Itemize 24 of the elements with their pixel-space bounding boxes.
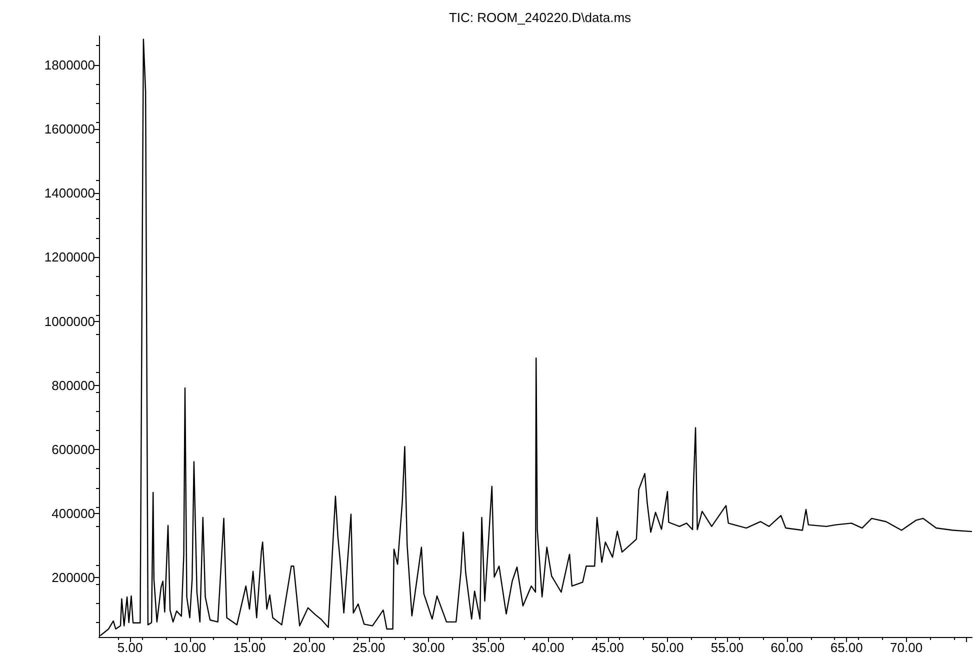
x-tick-label: 25.00	[352, 640, 386, 655]
x-tick-label: 50.00	[651, 640, 684, 655]
y-tick-label: 1000000	[44, 314, 95, 329]
x-tick-label: 30.00	[412, 640, 445, 655]
y-tick-label: 1800000	[44, 57, 95, 72]
x-tick-label: 10.00	[173, 640, 206, 655]
x-tick-label: 35.00	[472, 640, 505, 655]
y-tick-label: 600000	[52, 442, 95, 457]
x-tick-label: 40.00	[532, 640, 564, 655]
chart-title: TIC: ROOM_240220.D\data.ms	[448, 10, 632, 25]
y-tick-label: 200000	[52, 570, 95, 586]
x-tick-label: 60.00	[770, 640, 804, 655]
x-tick-label: 15.00	[233, 640, 266, 655]
x-tick-label: 55.00	[710, 640, 744, 655]
x-tick-label: 20.00	[292, 640, 326, 655]
y-tick-label: 400000	[52, 506, 95, 522]
y-tick-label: 1400000	[44, 186, 95, 201]
y-tick-label: 800000	[52, 378, 95, 393]
x-tick-label: 70.00	[890, 640, 923, 655]
y-tick-label: 1200000	[44, 250, 95, 265]
x-tick-label: 45.00	[591, 640, 624, 655]
y-tick-label: 1600000	[44, 121, 95, 136]
x-tick-label: 65.00	[830, 640, 863, 655]
x-tick-label: 5.00	[117, 640, 143, 655]
